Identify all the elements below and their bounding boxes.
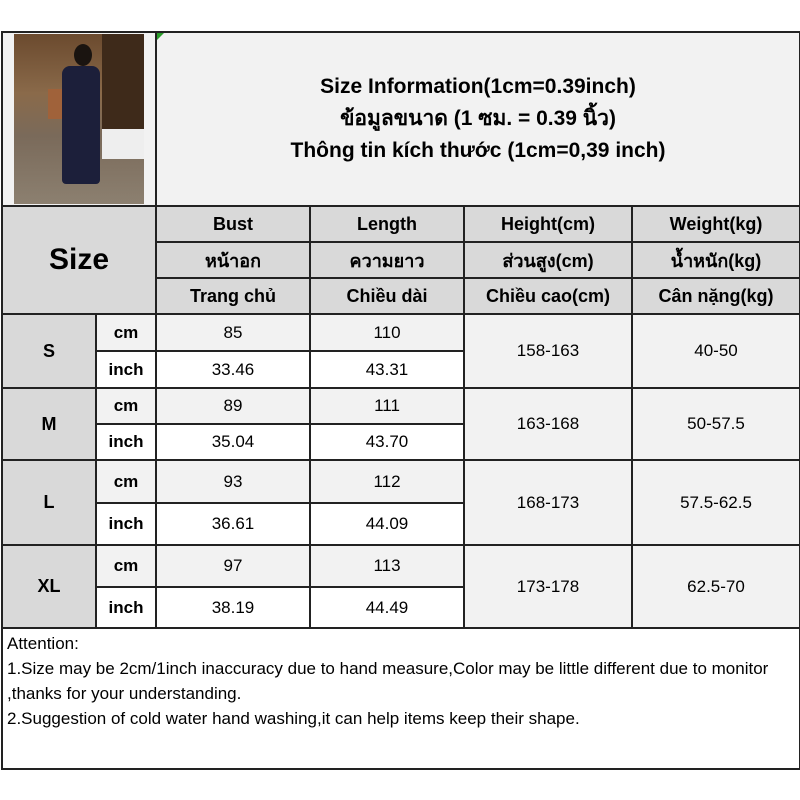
attention-heading: Attention:: [7, 634, 79, 653]
table-row: S cm 85 110 158-163 40-50: [1, 313, 800, 389]
header-weight-en: Weight(kg): [630, 205, 800, 243]
unit-cm: cm: [95, 459, 157, 504]
table-row: inch 33.46 43.31: [2, 350, 800, 389]
table-row: XL cm 97 113 173-178 62.5-70: [1, 544, 800, 629]
unit-inch: inch: [95, 423, 157, 461]
bust-inch: 38.19: [155, 586, 311, 629]
length-inch: 43.70: [309, 423, 465, 461]
weight-range: 50-57.5: [630, 387, 800, 461]
header-bust-th: หน้าอก: [155, 241, 311, 279]
unit-cm: cm: [95, 544, 157, 588]
length-cm: 113: [309, 544, 465, 588]
length-cm: 112: [309, 459, 465, 504]
bust-inch: 36.61: [155, 502, 311, 546]
height-range: 158-163: [463, 313, 633, 389]
size-label: XL: [1, 544, 97, 629]
size-chart: Size Information(1cm=0.39inch) ข้อมูลขนา…: [0, 31, 800, 770]
table-row: inch 36.61 44.09: [2, 502, 800, 546]
length-cm: 110: [309, 313, 465, 352]
unit-inch: inch: [95, 350, 157, 389]
size-label: S: [1, 313, 97, 389]
length-inch: 43.31: [309, 350, 465, 389]
header-length-vi: Chiều dài: [309, 277, 465, 315]
unit-inch: inch: [95, 586, 157, 629]
length-inch: 44.09: [309, 502, 465, 546]
weight-range: 40-50: [630, 313, 800, 389]
attention-note-2: 2.Suggestion of cold water hand washing,…: [7, 709, 580, 728]
header-weight-vi: Cân nặng(kg): [630, 277, 800, 315]
title-en: Size Information(1cm=0.39inch): [320, 75, 636, 98]
header-length-th: ความยาว: [309, 241, 465, 279]
header-bust-vi: Trang chủ: [155, 277, 311, 315]
bust-cm: 97: [155, 544, 311, 588]
title-block: Size Information(1cm=0.39inch) ข้อมูลขนา…: [154, 31, 800, 207]
bust-inch: 35.04: [155, 423, 311, 461]
unit-cm: cm: [95, 313, 157, 352]
table-row: L cm 93 112 168-173 57.5-62.5: [1, 459, 800, 546]
table-row: inch 35.04 43.70: [2, 423, 800, 461]
title-th: ข้อมูลขนาด (1 ซม. = 0.39 นิ้ว): [340, 107, 616, 130]
title-vi: Thông tin kích thước (1cm=0,39 inch): [290, 139, 666, 162]
table-row: inch 38.19 44.49: [2, 586, 800, 629]
table-row: M cm 89 111 163-168 50-57.5: [1, 387, 800, 461]
attention-note-1: 1.Size may be 2cm/1inch inaccuracy due t…: [7, 659, 769, 703]
header-height-th: ส่วนสูง(cm): [463, 241, 633, 279]
bust-cm: 93: [155, 459, 311, 504]
bust-inch: 33.46: [155, 350, 311, 389]
unit-inch: inch: [95, 502, 157, 546]
weight-range: 57.5-62.5: [630, 459, 800, 546]
length-inch: 44.49: [309, 586, 465, 629]
height-range: 168-173: [463, 459, 633, 546]
product-photo: [14, 34, 144, 204]
size-label: L: [1, 459, 97, 546]
header-weight-th: น้ำหนัก(kg): [630, 241, 800, 279]
bust-cm: 85: [155, 313, 311, 352]
unit-cm: cm: [95, 387, 157, 425]
header-height-en: Height(cm): [463, 205, 633, 243]
corner-marker: [158, 34, 164, 40]
product-photo-cell: [1, 31, 157, 207]
size-label: M: [1, 387, 97, 461]
attention-notes: Attention: 1.Size may be 2cm/1inch inacc…: [0, 627, 800, 770]
header-bust-en: Bust: [155, 205, 311, 243]
bust-cm: 89: [155, 387, 311, 425]
size-header: Size: [1, 205, 157, 315]
height-range: 173-178: [463, 544, 633, 629]
weight-range: 62.5-70: [630, 544, 800, 629]
length-cm: 111: [309, 387, 465, 425]
header-length-en: Length: [309, 205, 465, 243]
header-height-vi: Chiều cao(cm): [463, 277, 633, 315]
height-range: 163-168: [463, 387, 633, 461]
